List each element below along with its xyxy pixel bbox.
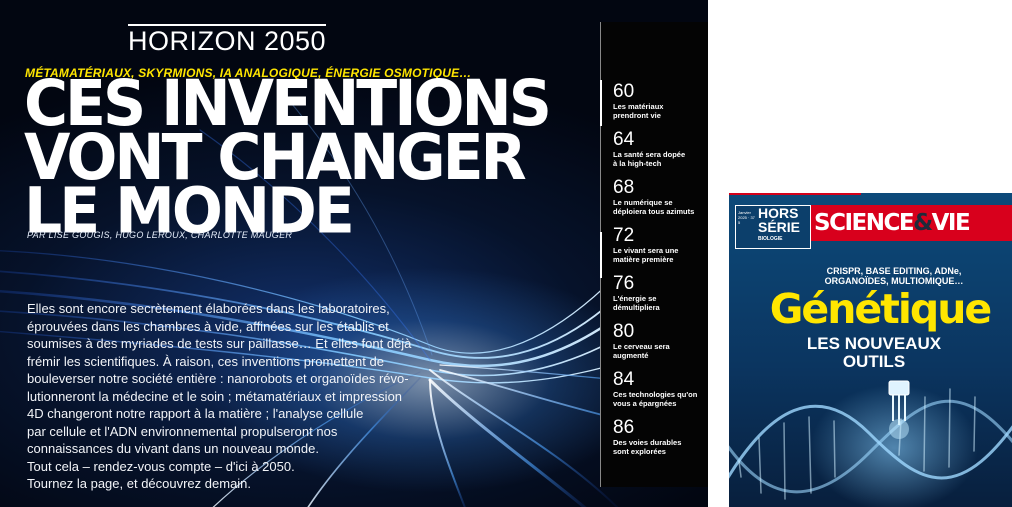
toc-entry-text: Des voies durables sont explorées [613,438,705,456]
toc-entry[interactable]: 60 Les matériaux prendront vie [613,81,705,121]
magazine-logo: SCIENCE&VIE [811,205,1012,241]
toc-text-line: matière première [613,255,674,264]
intro-line: Tout cela – rendez-vous compte – d'ici à… [27,458,295,474]
toc-entry[interactable]: 76 L'énergie se démultipliera [613,273,705,313]
dna-helix-illustration [729,380,1012,500]
toc-text-line: Ces technologies qu'on [613,390,698,399]
toc-text-line: Le numérique se [613,198,673,207]
toc-page-number: 60 [613,81,635,102]
cover-tagline: LES NOUVEAUX OUTILS [789,335,959,371]
toc-text-line: à la high-tech [613,159,662,168]
toc-entry[interactable]: 84 Ces technologies qu'on vous a épargné… [613,369,705,409]
light-streaks-illustration [0,89,708,507]
toc-text-line: Les matériaux [613,102,664,111]
magazine-cover[interactable]: Janvier 2025 · 37 5 HORS SÉRIE BIOLOGIE … [729,193,1012,507]
logo-ampersand: & [913,210,933,236]
cover-subtitle: CRISPR, BASE EDITING, ADNe, ORGANOÏDES, … [799,266,989,286]
toc-entry[interactable]: 64 La santé sera dopée à la high-tech [613,129,705,169]
cover-top-rule [729,193,861,195]
intro-line: Tournez la page, et découvrez demain. [27,476,252,491]
intro-line: par cellule et l'ADN environnemental pro… [27,423,338,439]
toc-entry-text: L'énergie se démultipliera [613,294,705,312]
logo-part: VIE [931,210,971,236]
section-title: HORIZON 2050 [128,24,327,56]
toc-rule [600,232,602,278]
toc-entry-text: Les matériaux prendront vie [613,102,705,120]
article-intro: Elles sont encore secrètement élaborées … [27,300,419,493]
toc-text-line: Le vivant sera une [613,246,679,255]
toc-text-line: Le cerveau sera [613,342,670,351]
cover-subtitle-line: CRISPR, BASE EDITING, ADNe, [826,266,962,276]
intro-line: connaissances du vivant dans un nouveau … [27,441,319,456]
cover-tagline-line: OUTILS [842,352,906,371]
hors-serie-subject: BIOLOGIE [758,236,783,242]
intro-line: Elles sont encore secrètement élaborées … [27,301,390,316]
toc-text-line: sont explorées [613,447,666,456]
toc-entry-text: Ces technologies qu'on vous a épargnées [613,390,705,408]
toc-page-number: 86 [613,417,635,438]
hors-serie-label: SÉRIE [758,219,801,235]
toc-page-number: 72 [613,225,635,246]
cover-subtitle-line: ORGANOÏDES, MULTIOMIQUE… [824,276,964,286]
toc-text-line: augmenté [613,351,649,360]
article-spread: HORIZON 2050 MÉTAMATÉRIAUX, SKYRMIONS, I… [0,0,708,507]
toc-page-number: 68 [613,177,635,198]
intro-line: soumises à des myriades de tests sur pai… [27,336,412,351]
toc-entry-text: La santé sera dopée à la high-tech [613,150,705,168]
headline-line: LE MONDE [24,174,355,249]
toc-text-line: déploiera tous azimuts [613,207,695,216]
intro-line: lutionneront la médecine et le soin ; mé… [27,388,403,404]
toc-entry[interactable]: 86 Des voies durables sont explorées [613,417,705,457]
toc-text-line: L'énergie se [613,294,657,303]
cover-tagline-line: LES NOUVEAUX [806,334,942,353]
toc-text-line: La santé sera dopée [613,150,686,159]
cover-main-title: Génétique [769,285,992,333]
toc-page-number: 80 [613,321,635,342]
article-kicker: MÉTAMATÉRIAUX, SKYRMIONS, IA ANALOGIQUE,… [25,66,472,80]
issue-info: Janvier 2025 · 37 5 [738,210,755,225]
intro-line: bouleverser notre société entière : nano… [27,371,409,386]
toc-entry-text: Le cerveau sera augmenté [613,342,705,360]
toc-page-number: 84 [613,369,635,390]
toc-text-line: vous a épargnées [613,399,677,408]
hors-serie-box: Janvier 2025 · 37 5 HORS SÉRIE BIOLOGIE [735,205,811,249]
logo-part: SCIENCE [814,210,915,236]
headline-line: CES INVENTIONS [24,67,552,141]
toc-rule [600,80,602,126]
intro-line: frémir les scientifiques. À raison, ces … [27,353,384,369]
intro-line: éprouvées dans les chambres à vide, affi… [27,318,389,334]
headline-line: VONT CHANGER [24,121,527,195]
toc-text-line: Des voies durables [613,438,682,447]
toc-entry-text: Le numérique se déploiera tous azimuts [613,198,705,216]
hors-serie-label: HORS [758,205,799,221]
article-byline: PAR LISE GOUGIS, HUGO LEROUX, CHARLOTTE … [27,230,293,240]
toc-page-number: 76 [613,273,635,294]
toc-entry[interactable]: 68 Le numérique se déploiera tous azimut… [613,177,705,217]
toc-text-line: prendront vie [613,111,661,120]
toc-entry[interactable]: 72 Le vivant sera une matière première [613,225,705,265]
toc-entry-text: Le vivant sera une matière première [613,246,705,264]
crispr-tool-icon [888,380,910,439]
table-of-contents: 60 Les matériaux prendront vie 64 La san… [600,22,708,487]
toc-page-number: 64 [613,129,635,150]
toc-text-line: démultipliera [613,303,660,312]
toc-entry[interactable]: 80 Le cerveau sera augmenté [613,321,705,361]
article-headline: CES INVENTIONS VONT CHANGER LE MONDE [24,67,552,249]
intro-line: 4D changeront notre rapport à la matière… [27,406,364,421]
